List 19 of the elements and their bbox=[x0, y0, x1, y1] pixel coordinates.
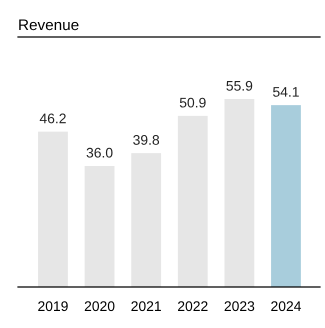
bar bbox=[38, 132, 68, 287]
bar bbox=[131, 153, 162, 287]
x-tick-label: 2024 bbox=[271, 301, 302, 312]
data-label: 50.9 bbox=[180, 98, 206, 108]
data-label: 46.2 bbox=[40, 114, 66, 124]
bar bbox=[178, 116, 208, 287]
bar bbox=[224, 99, 254, 287]
x-tick-label: 2021 bbox=[131, 301, 161, 312]
data-label: 54.1 bbox=[273, 87, 299, 97]
data-label: 39.8 bbox=[133, 135, 160, 145]
x-tick-label: 2023 bbox=[224, 301, 254, 312]
data-label: 55.9 bbox=[226, 80, 252, 91]
x-tick-label: 2022 bbox=[178, 301, 208, 312]
x-tick-label: 2019 bbox=[38, 301, 68, 312]
x-tick-label: 2020 bbox=[84, 301, 114, 312]
bar bbox=[84, 166, 114, 287]
bar bbox=[271, 105, 301, 287]
chart-title: Revenue bbox=[19, 20, 78, 30]
data-label: 36.0 bbox=[86, 148, 113, 158]
